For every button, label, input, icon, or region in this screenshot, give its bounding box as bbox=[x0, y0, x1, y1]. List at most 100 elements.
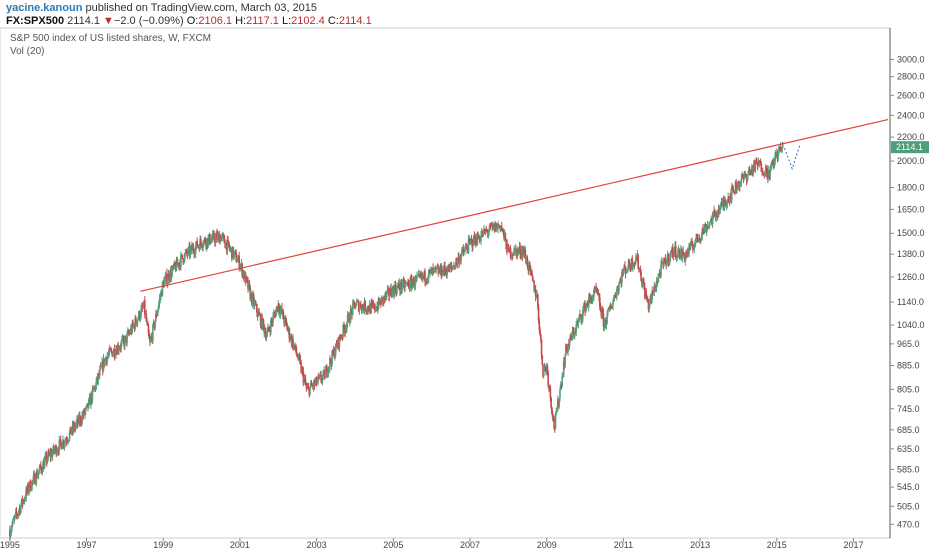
candle-body bbox=[343, 324, 345, 329]
candle-body bbox=[134, 317, 137, 329]
candle-body bbox=[59, 439, 62, 443]
candle-body bbox=[576, 322, 578, 325]
candle-body bbox=[329, 358, 332, 362]
price-tick-label: 545.0 bbox=[897, 482, 920, 492]
candle-body bbox=[405, 282, 408, 284]
candle-body bbox=[326, 373, 329, 376]
candle-body bbox=[433, 267, 436, 269]
candle-body bbox=[93, 388, 95, 390]
candle-body bbox=[62, 440, 65, 446]
candle-body bbox=[429, 270, 431, 272]
candle-body bbox=[512, 254, 515, 256]
candle-body bbox=[183, 254, 186, 262]
candle-body bbox=[529, 265, 532, 272]
time-tick-label: 2017 bbox=[843, 540, 863, 550]
candle-body bbox=[471, 239, 474, 248]
candle-body bbox=[17, 511, 20, 515]
candle-body bbox=[746, 175, 749, 181]
candle-body bbox=[781, 142, 784, 148]
candle-body bbox=[585, 304, 588, 307]
candle-body bbox=[591, 298, 594, 304]
candle-body bbox=[460, 254, 462, 261]
candle-body bbox=[577, 319, 580, 324]
candle-body bbox=[246, 279, 249, 281]
candle-body bbox=[666, 259, 668, 266]
candle-body bbox=[456, 259, 459, 265]
candle-body bbox=[298, 355, 301, 360]
candle-body bbox=[413, 278, 415, 287]
candle-body bbox=[249, 287, 252, 300]
candle-body bbox=[189, 248, 192, 255]
candle-body bbox=[670, 252, 673, 253]
candle-body bbox=[61, 447, 63, 450]
author-link[interactable]: yacine.kanoun bbox=[6, 2, 83, 14]
candle-body bbox=[182, 258, 184, 263]
candle-body bbox=[358, 306, 361, 312]
candle-body bbox=[392, 287, 395, 289]
candle-body bbox=[454, 264, 457, 269]
candle-body bbox=[674, 245, 677, 258]
candle-body bbox=[270, 320, 273, 322]
last-price-label: 2114.1 bbox=[896, 142, 923, 152]
candle-body bbox=[222, 235, 225, 237]
candle-body bbox=[221, 235, 224, 238]
candle-body bbox=[40, 464, 42, 468]
candle-body bbox=[11, 519, 14, 525]
candle-body bbox=[40, 467, 43, 471]
candle-body bbox=[278, 303, 280, 310]
candle-body bbox=[590, 295, 592, 300]
price-tick-label: 745.0 bbox=[897, 404, 920, 414]
candle-body bbox=[409, 278, 412, 289]
candle-body bbox=[288, 328, 291, 339]
candle-body bbox=[537, 307, 540, 321]
time-axis[interactable]: 1995 1997 1999 2001 2003 2005 2007 2009 2011 2013… bbox=[0, 538, 864, 550]
candle-body bbox=[501, 229, 504, 231]
candle-body bbox=[688, 245, 690, 254]
candle-body bbox=[719, 209, 721, 214]
candle-body bbox=[194, 253, 196, 255]
symbol-label[interactable]: FX:SPX500 bbox=[6, 15, 65, 27]
price-axis[interactable]: 3000.0 2800.0 2600.0 2400.0 2200.0 2000.0 1800… bbox=[890, 54, 929, 529]
candle-body bbox=[610, 306, 612, 309]
candle-body bbox=[765, 166, 768, 169]
price-tick-label: 505.0 bbox=[897, 501, 920, 511]
candle-body bbox=[705, 227, 708, 233]
candle-body bbox=[709, 221, 712, 223]
candle-body bbox=[24, 498, 27, 500]
candle-body bbox=[169, 279, 171, 281]
candle-body bbox=[138, 311, 141, 320]
time-tick-label: 2003 bbox=[307, 540, 327, 550]
price-tick-label: 635.0 bbox=[897, 444, 920, 454]
candle-body bbox=[556, 409, 558, 411]
candle-body bbox=[331, 350, 333, 365]
candle-body bbox=[68, 439, 70, 442]
candle-body bbox=[689, 242, 692, 250]
candle-body bbox=[694, 242, 696, 246]
candle-body bbox=[407, 282, 410, 288]
candle-body bbox=[401, 287, 403, 290]
candle-body bbox=[85, 405, 88, 408]
candle-body bbox=[117, 345, 120, 351]
candle-body bbox=[296, 354, 299, 358]
candle-body bbox=[119, 347, 122, 349]
candle-body bbox=[155, 313, 157, 322]
candle-body bbox=[353, 301, 356, 305]
candle-body bbox=[157, 308, 159, 313]
candle-body bbox=[370, 303, 372, 313]
candle-body bbox=[759, 160, 762, 164]
candle-body bbox=[380, 297, 383, 305]
candle-body bbox=[559, 389, 561, 399]
candle-body bbox=[386, 289, 389, 293]
candle-body bbox=[327, 368, 330, 374]
candle-body bbox=[696, 233, 698, 238]
candle-body bbox=[309, 387, 311, 396]
candle-body bbox=[141, 305, 144, 308]
candle-body bbox=[578, 317, 580, 320]
candle-body bbox=[411, 283, 414, 289]
candle-body bbox=[610, 308, 613, 310]
candle-body bbox=[70, 432, 73, 435]
candle-body bbox=[236, 261, 238, 263]
time-tick-label: 1997 bbox=[77, 540, 97, 550]
candle-body bbox=[517, 249, 520, 252]
